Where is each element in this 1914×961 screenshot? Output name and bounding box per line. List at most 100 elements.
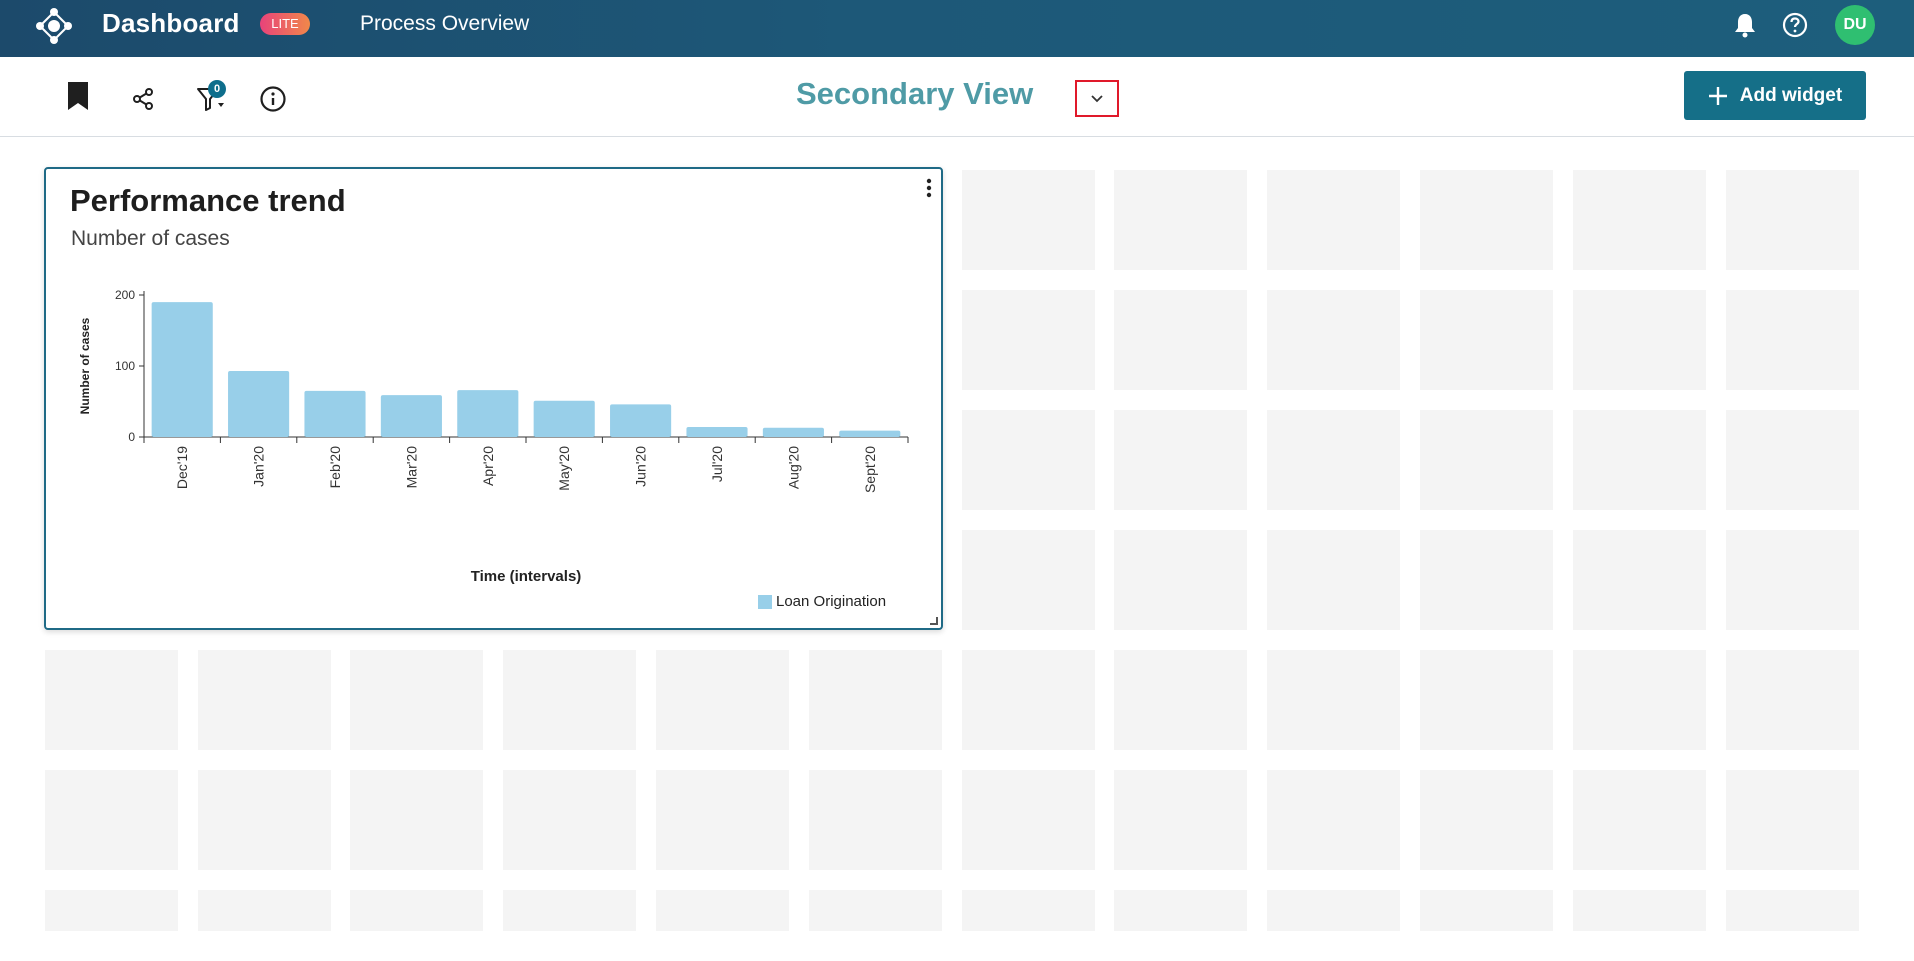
widget-placeholder-cell	[350, 890, 483, 931]
widget-placeholder-cell	[1267, 770, 1400, 870]
widget-placeholder-cell	[1726, 530, 1859, 630]
x-tick-label: Feb'20	[327, 446, 343, 489]
widget-placeholder-cell	[503, 650, 636, 750]
widget-placeholder-cell	[1267, 890, 1400, 931]
lite-badge: LITE	[260, 13, 310, 35]
widget-placeholder-cell	[1420, 890, 1553, 931]
breadcrumb[interactable]: Process Overview	[360, 12, 530, 35]
x-tick-label: Mar'20	[403, 446, 419, 489]
widget-placeholder-cell	[503, 770, 636, 870]
bar	[839, 430, 901, 437]
widget-placeholder-cell	[1114, 170, 1247, 270]
widget-placeholder-cell	[1267, 290, 1400, 390]
add-widget-button[interactable]: Add widget	[1684, 71, 1866, 120]
widget-placeholder-cell	[1726, 770, 1859, 870]
view-title: Secondary View	[796, 76, 1034, 111]
widget-placeholder-cell	[1573, 530, 1706, 630]
widget-placeholder-cell	[1420, 170, 1553, 270]
widget-placeholder-cell	[1420, 410, 1553, 510]
y-tick-label: 0	[128, 430, 135, 444]
widget-placeholder-cell	[1573, 290, 1706, 390]
view-dropdown-button[interactable]	[1075, 80, 1119, 117]
widget-placeholder-cell	[198, 650, 331, 750]
resize-handle[interactable]	[930, 617, 938, 625]
widget-placeholder-cell	[1420, 770, 1553, 870]
bar	[610, 404, 672, 437]
help-icon[interactable]	[1782, 12, 1808, 38]
bar	[457, 390, 519, 437]
x-tick-label: Jan'20	[251, 446, 267, 487]
app-logo-icon[interactable]	[36, 8, 72, 44]
widget-placeholder-cell	[656, 890, 789, 931]
chart-legend[interactable]: Loan Origination	[758, 593, 886, 610]
widget-placeholder-cell	[1420, 530, 1553, 630]
widget-placeholder-cell	[350, 650, 483, 750]
widget-placeholder-cell	[962, 770, 1095, 870]
dashboard-toolbar	[0, 57, 1914, 137]
widget-placeholder-cell	[45, 650, 178, 750]
more-options-icon[interactable]	[924, 177, 934, 199]
performance-trend-widget[interactable]: Performance trend Number of cases 0 100 20…	[44, 167, 943, 630]
legend-swatch	[758, 594, 772, 609]
widget-placeholder-cell	[1726, 650, 1859, 750]
x-tick-label: Jul'20	[709, 446, 725, 482]
bell-icon[interactable]	[1733, 12, 1757, 38]
widget-placeholder-cell	[809, 770, 942, 870]
x-tick-label: Jun'20	[633, 446, 649, 487]
legend-label: Loan Origination	[776, 593, 887, 610]
bar	[151, 302, 213, 437]
bar	[762, 427, 824, 437]
plus-icon	[1708, 86, 1727, 105]
widget-placeholder-cell	[45, 890, 178, 931]
x-axis-label: Time (intervals)	[471, 568, 582, 585]
x-tick-label: Aug'20	[785, 446, 801, 489]
bar	[686, 427, 748, 437]
share-icon[interactable]	[126, 82, 160, 116]
bar	[304, 390, 366, 437]
y-tick-label: 200	[115, 288, 135, 302]
widget-placeholder-cell	[1267, 530, 1400, 630]
widget-placeholder-cell	[1114, 530, 1247, 630]
widget-placeholder-cell	[503, 890, 636, 931]
widget-placeholder-cell	[656, 650, 789, 750]
filter-count-badge: 0	[208, 80, 226, 98]
widget-placeholder-cell	[1573, 770, 1706, 870]
widget-placeholder-cell	[350, 770, 483, 870]
widget-placeholder-cell	[1573, 170, 1706, 270]
widget-placeholder-cell	[45, 770, 178, 870]
widget-placeholder-cell	[809, 890, 942, 931]
bookmark-icon[interactable]	[61, 79, 95, 113]
widget-placeholder-cell	[962, 650, 1095, 750]
y-axis-label: Number of cases	[78, 317, 92, 414]
app-header: Dashboard LITE Process Overview DU	[0, 0, 1914, 57]
widget-title: Performance trend	[70, 183, 346, 218]
widget-placeholder-cell	[1267, 650, 1400, 750]
widget-placeholder-cell	[1573, 650, 1706, 750]
chevron-down-icon	[1091, 94, 1103, 102]
widget-placeholder-cell	[1114, 770, 1247, 870]
x-tick-label: May'20	[556, 446, 572, 491]
x-tick-label: Dec'19	[174, 446, 190, 489]
app-title[interactable]: Dashboard	[102, 8, 240, 38]
widget-placeholder-cell	[1114, 290, 1247, 390]
widget-placeholder-cell	[1726, 890, 1859, 931]
widget-placeholder-cell	[198, 770, 331, 870]
user-avatar[interactable]: DU	[1835, 5, 1875, 45]
widget-placeholder-cell	[1420, 290, 1553, 390]
widget-placeholder-cell	[656, 770, 789, 870]
bar	[228, 370, 290, 437]
widget-placeholder-cell	[809, 650, 942, 750]
widget-placeholder-cell	[1114, 410, 1247, 510]
widget-placeholder-cell	[1726, 410, 1859, 510]
widget-placeholder-cell	[1267, 170, 1400, 270]
widget-placeholder-cell	[962, 410, 1095, 510]
x-tick-label: Apr'20	[480, 446, 496, 486]
widget-placeholder-cell	[1573, 410, 1706, 510]
widget-placeholder-cell	[1726, 170, 1859, 270]
widget-placeholder-cell	[962, 530, 1095, 630]
widget-placeholder-cell	[1267, 410, 1400, 510]
widget-placeholder-cell	[962, 890, 1095, 931]
widget-placeholder-cell	[1420, 650, 1553, 750]
info-icon[interactable]	[256, 82, 290, 116]
x-tick-label: Sept'20	[862, 446, 878, 493]
